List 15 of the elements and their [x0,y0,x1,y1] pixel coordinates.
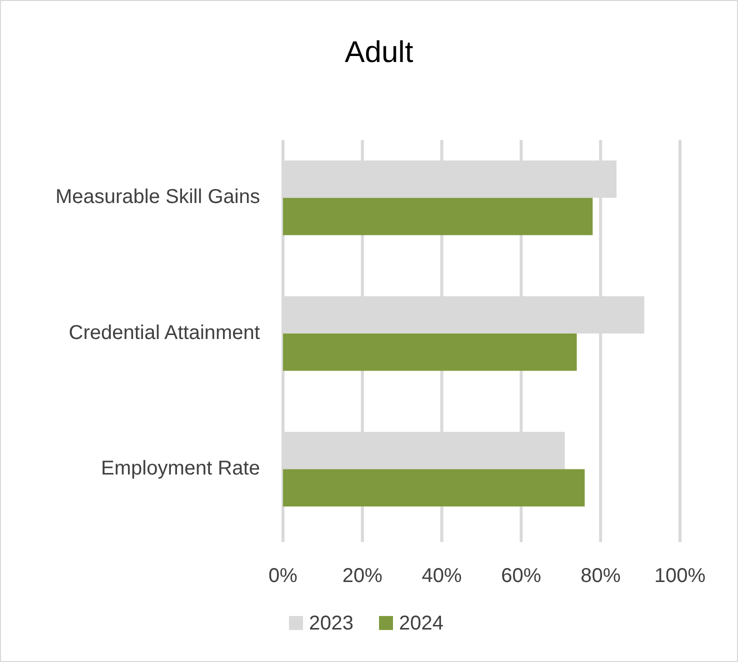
x-tick-label: 80% [580,565,621,587]
x-tick-label: 20% [342,565,383,587]
y-tick-label: Measurable Skill Gains [55,186,260,208]
bar [283,334,577,371]
x-tick-label: 40% [422,565,462,587]
x-tick-label: 0% [268,565,298,587]
chart-title: Adult [344,36,414,69]
x-tick-label: 100% [654,565,706,587]
legend-label: 2023 [309,612,354,634]
y-tick-label: Credential Attainment [68,322,260,344]
x-tick-label: 60% [501,565,542,587]
y-tick-label: Employment Rate [101,457,260,480]
bar [283,198,593,236]
bar [283,469,585,506]
legend-label: 2024 [399,612,444,634]
